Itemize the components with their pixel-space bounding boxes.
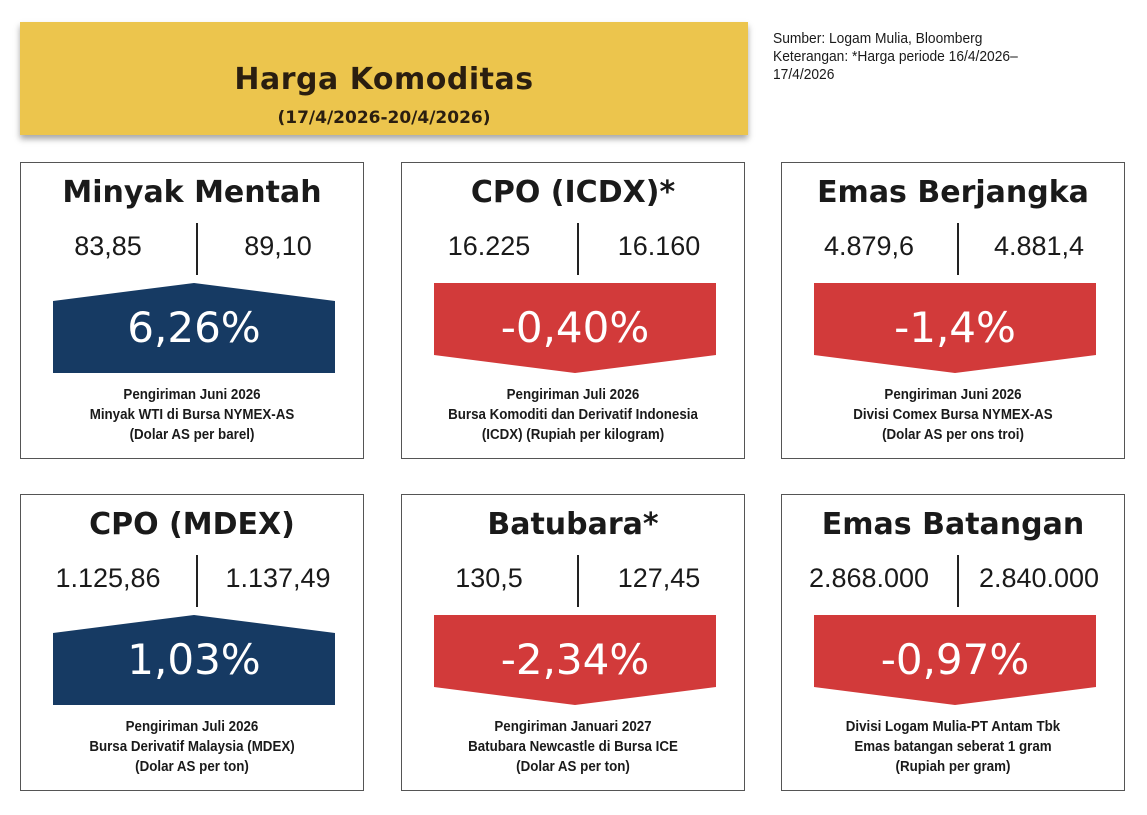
desc-line-3: (Rupiah per gram) <box>895 759 1011 775</box>
current-price: 4.881,4 <box>993 231 1085 261</box>
desc-line-1: Pengiriman Juli 2026 <box>125 719 259 735</box>
commodity-description: Pengiriman Juli 2026 Bursa Komoditi dan … <box>402 385 744 445</box>
page-period: (17/4/2026-20/4/2026) <box>277 108 491 128</box>
change-percent: 6,26% <box>127 303 261 352</box>
desc-line-3: (Dolar AS per barel) <box>129 427 255 443</box>
desc-line-2: Divisi Comex Bursa NYMEX-AS <box>853 407 1053 423</box>
commodity-card-cpo-mdex: CPO (MDEX) 1.125,86 1.137,49 1,03% Pengi… <box>20 494 364 791</box>
commodity-description: Divisi Logam Mulia-PT Antam Tbk Emas bat… <box>782 717 1124 777</box>
change-percent: -0,97% <box>880 635 1030 684</box>
change-arrow-shape <box>434 283 716 373</box>
previous-price: 4.879,6 <box>823 231 915 261</box>
source-note: Sumber: Logam Mulia, Bloomberg Keteranga… <box>773 30 1077 84</box>
commodity-card-emas-batangan: Emas Batangan 2.868.000 2.840.000 -0,97%… <box>781 494 1125 791</box>
page-title: Harga Komoditas <box>234 62 534 97</box>
price-divider <box>196 555 198 607</box>
desc-line-1: Pengiriman Juli 2026 <box>506 387 640 403</box>
desc-line-2: Minyak WTI di Bursa NYMEX-AS <box>89 407 295 423</box>
commodity-name: CPO (ICDX)* <box>470 175 676 210</box>
change-arrow-shape <box>814 283 1096 373</box>
commodity-name: Batubara* <box>487 507 659 542</box>
note-line-cont: 17/4/2026 <box>773 66 835 83</box>
desc-line-1: Pengiriman Juni 2026 <box>884 387 1022 403</box>
desc-line-2: Bursa Komoditi dan Derivatif Indonesia <box>448 407 698 423</box>
change-percent: -0,40% <box>500 303 650 352</box>
note-line: Keterangan: *Harga periode 16/4/2026– <box>773 48 1018 65</box>
current-price: 89,10 <box>244 231 312 261</box>
commodity-description: Pengiriman Januari 2027 Batubara Newcast… <box>402 717 744 777</box>
desc-line-1: Divisi Logam Mulia-PT Antam Tbk <box>845 719 1061 735</box>
commodity-description: Pengiriman Juli 2026 Bursa Derivatif Mal… <box>21 717 363 777</box>
change-badge: 1,03% <box>53 615 335 705</box>
desc-line-1: Pengiriman Juni 2026 <box>123 387 261 403</box>
commodity-description: Pengiriman Juni 2026 Divisi Comex Bursa … <box>782 385 1124 445</box>
desc-line-2: Batubara Newcastle di Bursa ICE <box>468 739 678 755</box>
price-divider <box>577 223 579 275</box>
previous-price: 130,5 <box>455 563 523 593</box>
current-price: 2.840.000 <box>978 563 1100 593</box>
header-banner: Harga Komoditas (17/4/2026-20/4/2026) <box>20 22 748 135</box>
desc-line-3: (Dolar AS per ton) <box>516 759 630 775</box>
change-badge: -0,97% <box>814 615 1096 705</box>
source-line: Sumber: Logam Mulia, Bloomberg <box>773 30 983 47</box>
commodity-name: Emas Berjangka <box>817 175 1089 210</box>
desc-line-2: Emas batangan seberat 1 gram <box>854 739 1052 755</box>
change-arrow-shape <box>434 615 716 705</box>
current-price: 16.160 <box>617 231 701 261</box>
change-badge: -1,4% <box>814 283 1096 373</box>
change-percent: 1,03% <box>127 635 261 684</box>
desc-line-3: (Dolar AS per ons troi) <box>882 427 1024 443</box>
current-price: 127,45 <box>617 563 701 593</box>
previous-price: 16.225 <box>447 231 531 261</box>
desc-line-2: Bursa Derivatif Malaysia (MDEX) <box>89 739 295 755</box>
price-divider <box>957 223 959 275</box>
change-badge: 6,26% <box>53 283 335 373</box>
change-percent: -1,4% <box>894 303 1016 352</box>
commodity-name: Emas Batangan <box>821 507 1085 542</box>
previous-price: 2.868.000 <box>808 563 930 593</box>
change-badge: -2,34% <box>434 615 716 705</box>
price-divider <box>957 555 959 607</box>
change-arrow-shape <box>53 615 335 705</box>
change-arrow-shape <box>53 283 335 373</box>
commodity-card-emas-berjangka: Emas Berjangka 4.879,6 4.881,4 -1,4% Pen… <box>781 162 1125 459</box>
change-badge: -0,40% <box>434 283 716 373</box>
change-percent: -2,34% <box>500 635 650 684</box>
price-divider <box>196 223 198 275</box>
current-price: 1.137,49 <box>225 563 331 593</box>
previous-price: 1.125,86 <box>55 563 161 593</box>
commodity-card-cpo-icdx: CPO (ICDX)* 16.225 16.160 -0,40% Pengiri… <box>401 162 745 459</box>
commodity-name: CPO (MDEX) <box>89 507 295 542</box>
desc-line-3: (Dolar AS per ton) <box>135 759 249 775</box>
previous-price: 83,85 <box>74 231 142 261</box>
commodity-card-batubara: Batubara* 130,5 127,45 -2,34% Pengiriman… <box>401 494 745 791</box>
desc-line-1: Pengiriman Januari 2027 <box>494 719 652 735</box>
commodity-name: Minyak Mentah <box>62 175 322 210</box>
commodity-card-minyak-mentah: Minyak Mentah 83,85 89,10 6,26% Pengirim… <box>20 162 364 459</box>
price-divider <box>577 555 579 607</box>
commodity-description: Pengiriman Juni 2026 Minyak WTI di Bursa… <box>21 385 363 445</box>
change-arrow-shape <box>814 615 1096 705</box>
desc-line-3: (ICDX) (Rupiah per kilogram) <box>481 427 665 443</box>
